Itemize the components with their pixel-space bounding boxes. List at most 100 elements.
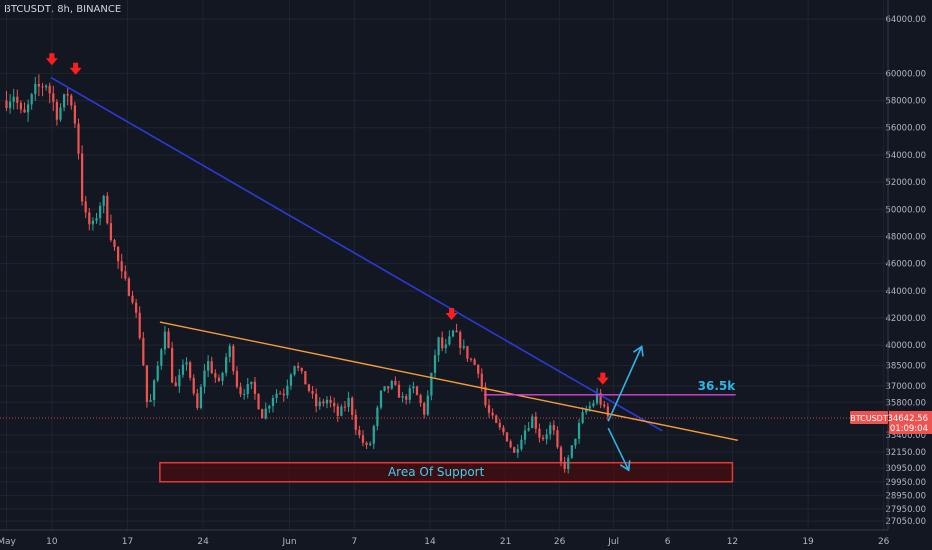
candle-body xyxy=(217,377,221,381)
candle-body xyxy=(160,349,163,366)
candle-body xyxy=(30,94,33,105)
candle-body xyxy=(142,338,145,366)
candle-body xyxy=(23,109,26,113)
candle-body xyxy=(16,96,19,103)
candle-body xyxy=(196,393,199,408)
candle-body xyxy=(271,397,275,406)
candle-body xyxy=(235,371,239,387)
x-tick-label: 24 xyxy=(197,537,209,547)
candle-body xyxy=(466,346,469,359)
candle-body xyxy=(181,364,185,375)
y-tick-label: 52000.00 xyxy=(885,178,926,188)
y-tick-label: 30950.00 xyxy=(885,464,926,474)
symbol-label: BTCUSDT, 8h, BINANCE xyxy=(4,4,122,15)
candle-body xyxy=(509,441,512,448)
candle-body xyxy=(207,361,210,371)
candle-body xyxy=(304,371,307,385)
candle-body xyxy=(261,409,264,419)
candle-body xyxy=(199,386,203,408)
y-tick-label: 29950.00 xyxy=(885,478,926,488)
candle-body xyxy=(88,212,91,225)
candle-body xyxy=(502,427,505,433)
y-tick-label: 32150.00 xyxy=(885,448,926,458)
candle-body xyxy=(5,100,8,109)
candle-body xyxy=(300,367,303,372)
candle-body xyxy=(441,337,444,349)
candle-body xyxy=(401,396,404,398)
candle-body xyxy=(102,195,105,206)
candle-body xyxy=(379,390,383,408)
projection-up-arrow xyxy=(607,346,643,422)
candle-body xyxy=(289,374,293,386)
candle-body xyxy=(246,384,249,394)
candle-body xyxy=(412,386,415,389)
projection-up-arrow-head xyxy=(632,345,644,357)
candle-body xyxy=(73,105,77,124)
resistance-trendline xyxy=(50,76,663,432)
candle-body xyxy=(149,399,152,402)
candle-body xyxy=(469,358,473,360)
candle-body xyxy=(189,362,192,378)
candle-body xyxy=(336,406,339,416)
y-tick-label: 42000.00 xyxy=(885,314,926,324)
candle-body xyxy=(178,374,181,387)
x-tick-label: Jul xyxy=(607,537,619,547)
candle-body xyxy=(606,406,609,417)
candle-body xyxy=(455,330,458,333)
x-tick-label: May xyxy=(0,537,16,547)
y-tick-label: 37000.00 xyxy=(885,382,926,392)
candle-body xyxy=(12,96,15,102)
candle-body xyxy=(570,445,573,458)
y-tick-label: 38500.00 xyxy=(885,362,926,372)
candle-body xyxy=(423,403,426,415)
candle-body xyxy=(113,240,116,248)
candle-body xyxy=(513,447,516,453)
y-tick-label: 28950.00 xyxy=(885,491,926,501)
candle-body xyxy=(311,390,314,394)
candle-body xyxy=(171,348,174,383)
candle-body xyxy=(426,395,429,415)
candle-body xyxy=(145,365,149,402)
candle-body xyxy=(167,331,170,349)
candle-body xyxy=(106,195,109,224)
symbol-badge-label: BTCUSDT xyxy=(850,414,888,423)
candle-body xyxy=(185,362,188,365)
candle-body xyxy=(26,104,30,113)
candle-body xyxy=(48,85,51,94)
x-tick-label: 19 xyxy=(802,537,814,547)
candle-body xyxy=(37,84,41,87)
candle-body xyxy=(361,435,365,443)
candle-body xyxy=(437,337,440,356)
candle-body xyxy=(66,94,69,96)
y-tick-label: 54000.00 xyxy=(885,151,926,161)
candle-body xyxy=(556,430,559,448)
y-tick-label: 60000.00 xyxy=(885,69,926,79)
support-zone-box xyxy=(159,461,734,483)
candle-body xyxy=(70,95,73,106)
x-tick-label: 21 xyxy=(500,537,511,547)
candle-body xyxy=(603,404,606,407)
candle-body xyxy=(592,403,595,407)
candle-body xyxy=(545,434,548,440)
y-tick-label: 27050.00 xyxy=(885,517,926,527)
candle-body xyxy=(487,405,491,413)
candle-body xyxy=(549,425,552,435)
candle-body xyxy=(387,386,390,389)
symbol-badge xyxy=(850,410,888,424)
y-tick-label: 46000.00 xyxy=(885,260,926,270)
candle-body xyxy=(329,399,332,403)
candle-body xyxy=(95,218,98,221)
candle-body xyxy=(232,346,235,372)
candle-body xyxy=(369,443,372,446)
y-tick-label: 58000.00 xyxy=(885,97,926,107)
candle-body xyxy=(451,330,455,337)
candle-body xyxy=(394,381,397,385)
candle-body xyxy=(538,428,541,438)
candle-body xyxy=(322,401,325,404)
x-tick-label: 6 xyxy=(665,537,671,547)
candle-body xyxy=(595,392,599,404)
candle-body xyxy=(448,336,451,345)
candle-body xyxy=(599,392,602,405)
candle-body xyxy=(221,372,224,381)
